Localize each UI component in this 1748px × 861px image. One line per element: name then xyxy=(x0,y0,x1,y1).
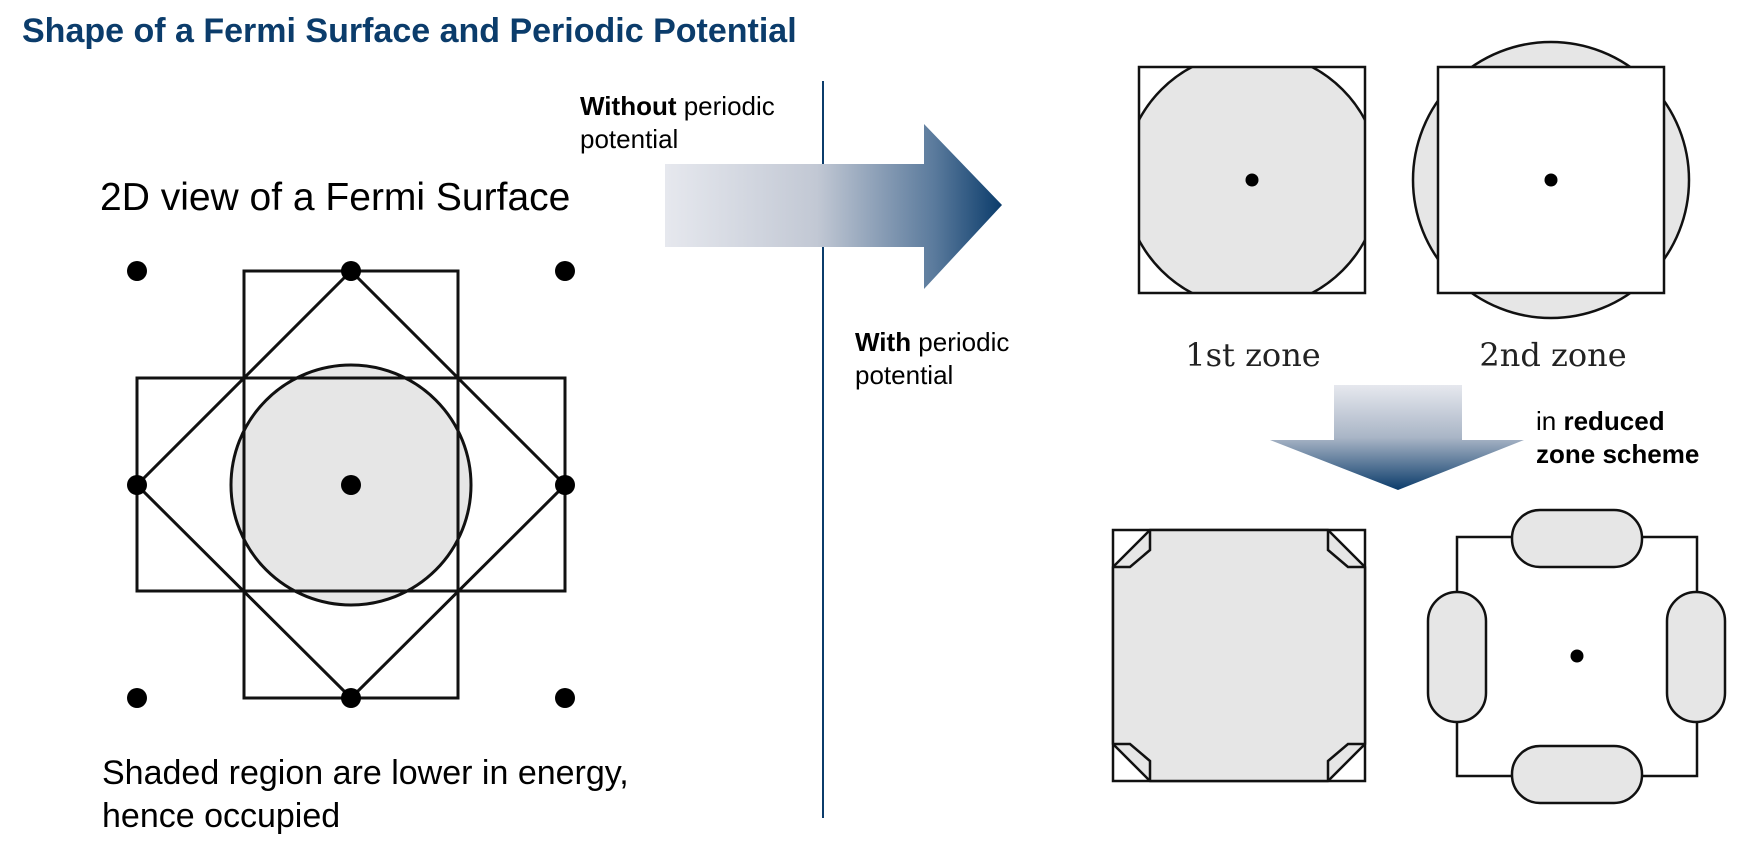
reduced-first-zone xyxy=(1111,528,1367,783)
reduced-prefix: in xyxy=(1536,406,1564,436)
zone-center-point xyxy=(1245,173,1259,187)
lattice-point xyxy=(127,475,147,495)
lattice-point xyxy=(127,261,147,281)
corner-notch xyxy=(1326,530,1365,569)
lattice-point xyxy=(555,261,575,281)
reciprocal-lattice-points xyxy=(127,261,575,708)
electron-pocket-bottom xyxy=(1510,744,1644,805)
reduced-bold-1: reduced xyxy=(1563,406,1665,436)
reduced-second-zone xyxy=(1426,508,1727,805)
corner-notch xyxy=(1326,742,1365,781)
without-bold: Without xyxy=(580,91,677,121)
first-zone-label: 1st zone xyxy=(1185,336,1321,374)
with-rest: periodic xyxy=(911,327,1010,357)
without-line-2: potential xyxy=(580,124,679,154)
first-zone-diagram xyxy=(1137,65,1367,295)
lattice-point xyxy=(127,688,147,708)
first-zone-square xyxy=(1137,65,1367,295)
lattice-point xyxy=(555,688,575,708)
reduced-zone-label: in reduced zone scheme xyxy=(1536,405,1699,471)
with-line-2: potential xyxy=(855,360,954,390)
lattice-point xyxy=(341,475,361,495)
electron-pocket-top xyxy=(1510,508,1644,569)
page-title: Shape of a Fermi Surface and Periodic Po… xyxy=(22,12,797,50)
down-arrow xyxy=(1270,385,1524,490)
second-zone-diagram xyxy=(1411,40,1691,320)
shading-caption: Shaded region are lower in energy, hence… xyxy=(102,752,629,838)
lattice-point xyxy=(555,475,575,495)
zone-center-point xyxy=(1544,173,1558,187)
without-potential-label: Without periodic potential xyxy=(580,90,775,156)
caption-line-2: hence occupied xyxy=(102,797,341,835)
fermi-surface-subtitle: 2D view of a Fermi Surface xyxy=(100,176,571,219)
with-potential-label: With periodic potential xyxy=(855,326,1009,392)
corner-notch xyxy=(1113,530,1152,569)
lattice-point xyxy=(341,688,361,708)
electron-pocket-right xyxy=(1665,590,1727,724)
reduced-first-occupied xyxy=(1111,528,1367,783)
right-arrow xyxy=(665,124,1002,289)
second-zone-label: 2nd zone xyxy=(1479,336,1627,374)
without-rest: periodic xyxy=(676,91,775,121)
corner-notch xyxy=(1113,742,1152,781)
lattice-point xyxy=(341,261,361,281)
reduced-bold-2: zone scheme xyxy=(1536,439,1700,469)
zone-center-point xyxy=(1570,649,1584,663)
with-bold: With xyxy=(855,327,912,357)
caption-line-1: Shaded region are lower in energy, xyxy=(102,754,629,792)
electron-pocket-left xyxy=(1426,590,1488,724)
